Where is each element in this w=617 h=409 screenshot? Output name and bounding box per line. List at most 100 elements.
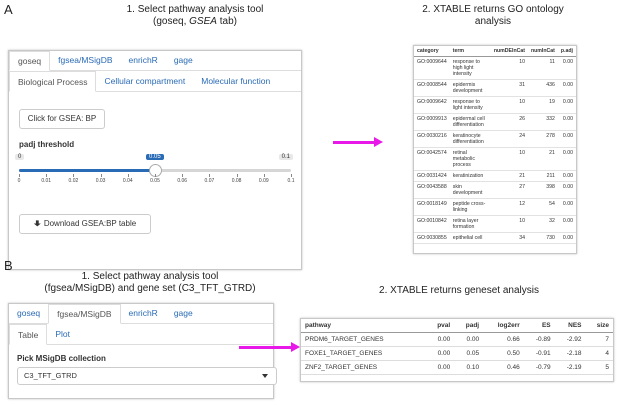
go-table-cell: 27 xyxy=(490,181,528,199)
arrow-a-head xyxy=(374,137,383,147)
go-table-cell: GO:0009644 xyxy=(414,56,450,80)
go-table-row: GO:0018149 peptide cross-linking 12 54 0.00 xyxy=(414,198,576,216)
slider-tick-label: 0.02 xyxy=(68,178,79,184)
arrow-b-head xyxy=(291,342,300,352)
subtab-molecular-function[interactable]: Molecular function xyxy=(201,76,271,86)
tool-tabs-b: goseq fgsea/MSigDB enrichR gage xyxy=(9,304,273,324)
tab-gage[interactable]: gage xyxy=(173,55,193,65)
gs-table-cell: 0.00 xyxy=(454,332,484,347)
go-table-row: GO:0031424 keratinization 21 211 0.00 xyxy=(414,170,576,182)
go-table-cell: 730 xyxy=(527,232,558,244)
go-table-cell: GO:0008544 xyxy=(414,79,450,97)
go-table-cell: response to light intensity xyxy=(449,96,491,114)
gs-table-cell: -0.89 xyxy=(523,332,555,347)
slider-tick-label: 0.05 xyxy=(150,178,160,184)
goseq-app-panel: goseq fgsea/MSigDB enrichR gage Biologic… xyxy=(8,50,302,270)
gs-table-cell: 0.00 xyxy=(425,332,455,347)
msigdb-collection-label: Pick MSigDB collection xyxy=(17,354,106,363)
go-table-cell: skin development xyxy=(449,181,491,199)
go-table-cell: GO:0030216 xyxy=(414,130,450,148)
gs-table-cell: 0.50 xyxy=(483,346,524,361)
slider-tick-mark xyxy=(291,174,292,177)
panel-b-step1-line1: 1. Select pathway analysis tool xyxy=(81,271,219,282)
subtab-biological-process[interactable]: Biological Process xyxy=(9,71,97,92)
slider-tick-label: 0.03 xyxy=(95,178,106,184)
result-subtabs: Table Plot xyxy=(9,324,273,345)
gs-table-cell: -2.18 xyxy=(554,346,586,361)
go-results-table-panel: category term numDEInCat numInCat p.adj … xyxy=(413,45,577,254)
tab-fgsea-msigdb[interactable]: fgsea/MSigDB xyxy=(48,304,121,324)
go-table-cell: 24 xyxy=(490,130,528,148)
gs-col-pathway: pathway xyxy=(301,319,426,333)
go-table-cell: 10 xyxy=(490,147,528,171)
subtab-plot[interactable]: Plot xyxy=(55,329,70,339)
go-table-cell: 0.00 xyxy=(557,96,576,114)
go-table-row: GO:0030855 epithelial cell 34 730 0.00 xyxy=(414,232,576,244)
slider-tick-label: 0 xyxy=(17,178,21,184)
subtab-cellular-compartment[interactable]: Cellular compartment xyxy=(104,76,186,86)
ontology-subtabs: Biological Process Cellular compartment … xyxy=(9,71,301,92)
tab-gage[interactable]: gage xyxy=(173,308,193,318)
tab-fgsea-msigdb[interactable]: fgsea/MSigDB xyxy=(58,55,113,65)
go-table-cell: 0.00 xyxy=(557,147,576,171)
gs-table-cell: 0.05 xyxy=(454,346,484,361)
go-col-numdeincat: numDEInCat xyxy=(490,46,528,57)
go-table-cell: keratinization xyxy=(449,170,491,182)
msigdb-collection-select[interactable]: C3_TFT_GTRD xyxy=(17,367,277,385)
go-table-cell: keratinocyte differentiation xyxy=(449,130,491,148)
go-col-category: category xyxy=(414,46,450,57)
gs-table-cell: 7 xyxy=(585,332,613,347)
subtab-table[interactable]: Table xyxy=(9,324,48,345)
go-table-cell: 436 xyxy=(527,79,558,97)
gs-table-cell: 5 xyxy=(585,360,613,375)
gs-table-cell: 0.46 xyxy=(483,360,524,375)
tab-enrichr[interactable]: enrichR xyxy=(128,308,158,318)
slider-tick-mark xyxy=(155,174,156,177)
gs-table-cell: FOXE1_TARGET_GENES xyxy=(301,346,426,361)
slider-max-label: 0.1 xyxy=(278,154,293,160)
go-table-cell: response to high light intensity xyxy=(449,56,491,80)
panel-a-step1-line2: (goseq, GSEA tab) xyxy=(153,16,237,27)
go-table-row: GO:0043588 skin development 27 398 0.00 xyxy=(414,181,576,199)
slider-tick-label: 0.1 xyxy=(287,178,295,184)
padj-slider[interactable]: 0 0.1 0.05 0 0.01 0.02 0.03 0.04 0.05 0.06 0.07… xyxy=(9,151,301,191)
gs-table-cell: 4 xyxy=(585,346,613,361)
panel-b-step1-caption: 1. Select pathway analysis tool (fgsea/M… xyxy=(40,271,260,295)
go-table-cell: 0.00 xyxy=(557,181,576,199)
slider-tick-mark xyxy=(100,174,102,177)
go-table-cell: 10 xyxy=(490,96,528,114)
go-table-cell: 0.00 xyxy=(557,170,576,182)
slider-tick-label: 0.08 xyxy=(231,178,242,184)
slider-tick-label: 0.07 xyxy=(204,178,215,184)
slider-tick-mark xyxy=(127,174,129,177)
gs-col-size: size xyxy=(585,319,613,333)
go-table-cell: retina layer formation xyxy=(449,215,491,233)
go-table-row: GO:0010842 retina layer formation 10 32 0.00 xyxy=(414,215,576,233)
go-table-row: GO:0042574 retinal metabolic process 10 21 0… xyxy=(414,147,576,171)
tab-goseq[interactable]: goseq xyxy=(17,308,41,318)
gs-col-padj: padj xyxy=(454,319,484,333)
panel-a-step2-line2: analysis xyxy=(474,16,512,27)
go-col-numincat: numInCat xyxy=(527,46,558,57)
gs-table-cell: ZNF2_TARGET_GENES xyxy=(301,360,426,375)
go-table-cell: 21 xyxy=(527,147,558,171)
gs-table-cell: -0.79 xyxy=(523,360,555,375)
go-table-cell: GO:0043588 xyxy=(414,181,450,199)
go-table-header-row: category term numDEInCat numInCat p.adj xyxy=(414,46,576,57)
gs-table-cell: -2.19 xyxy=(554,360,586,375)
slider-tick-label: 0.01 xyxy=(41,178,52,184)
panel-b-step1-line2: (fgsea/MSigDB) and gene set (C3_TFT_GTRD… xyxy=(44,283,256,294)
go-table-cell: 0.00 xyxy=(557,79,576,97)
go-results-table: category term numDEInCat numInCat p.adj … xyxy=(414,46,576,244)
download-gsea-bp-button[interactable]: Download GSEA:BP table xyxy=(19,214,151,234)
tab-goseq[interactable]: goseq xyxy=(9,51,51,71)
go-table-cell: 31 xyxy=(490,79,528,97)
tool-tabs: goseq fgsea/MSigDB enrichR gage xyxy=(9,51,301,71)
slider-tick-mark xyxy=(73,174,75,177)
go-table-cell: 0.00 xyxy=(557,215,576,233)
arrow-b-line xyxy=(239,346,293,349)
slider-current-value: 0.05 xyxy=(146,154,164,160)
gsea-bp-button[interactable]: Click for GSEA: BP xyxy=(19,109,105,129)
slider-tick-mark xyxy=(182,174,184,177)
tab-enrichr[interactable]: enrichR xyxy=(128,55,158,65)
